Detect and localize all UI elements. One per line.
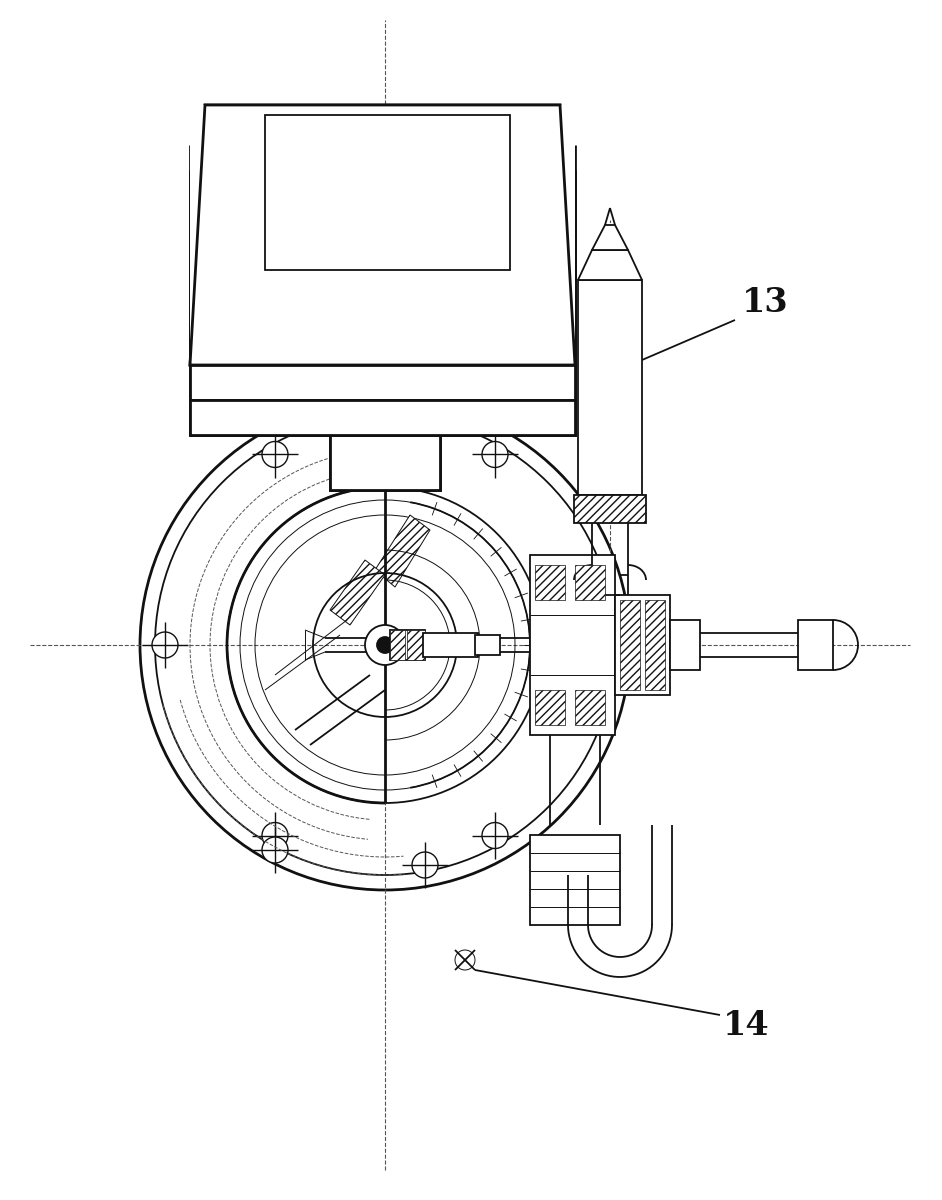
Bar [798, 620, 833, 670]
Polygon shape [592, 226, 628, 250]
Text: 14: 14 [723, 1009, 770, 1042]
Polygon shape [578, 250, 642, 280]
Text: 13: 13 [742, 286, 788, 319]
Bar [620, 600, 640, 690]
Circle shape [365, 625, 405, 665]
Bar [407, 630, 425, 660]
Bar [330, 434, 440, 490]
Circle shape [455, 130, 475, 150]
Polygon shape [375, 515, 430, 587]
Bar [190, 400, 575, 434]
Circle shape [455, 130, 475, 150]
Bar [390, 630, 405, 660]
Bar [535, 565, 565, 600]
Circle shape [262, 442, 288, 468]
Bar [190, 365, 575, 400]
Circle shape [140, 400, 630, 890]
Bar [190, 400, 575, 434]
Bar [645, 600, 665, 690]
Bar [265, 115, 510, 270]
Circle shape [152, 632, 178, 658]
Bar [475, 635, 500, 655]
Bar [578, 280, 642, 494]
Polygon shape [330, 560, 385, 625]
Circle shape [592, 632, 618, 658]
Bar [615, 595, 670, 695]
Circle shape [300, 230, 320, 250]
Bar [575, 565, 605, 600]
Circle shape [455, 230, 475, 250]
Circle shape [227, 487, 543, 803]
Bar [670, 620, 700, 670]
Circle shape [482, 822, 508, 848]
Bar [530, 554, 615, 734]
Bar [330, 434, 440, 490]
Bar [535, 690, 565, 725]
Circle shape [482, 442, 508, 468]
Polygon shape [190, 104, 575, 365]
Circle shape [262, 822, 288, 848]
Circle shape [300, 130, 320, 150]
Circle shape [300, 230, 320, 250]
Circle shape [412, 852, 438, 878]
Bar [190, 104, 575, 434]
Bar [390, 630, 425, 660]
Circle shape [262, 838, 288, 863]
Bar [530, 835, 620, 925]
Bar [190, 365, 575, 400]
Circle shape [455, 230, 475, 250]
Bar [340, 434, 430, 490]
Bar [574, 494, 646, 523]
Circle shape [377, 637, 393, 653]
Bar [423, 634, 478, 658]
Bar [265, 115, 510, 270]
Circle shape [300, 130, 320, 150]
Bar [575, 690, 605, 725]
